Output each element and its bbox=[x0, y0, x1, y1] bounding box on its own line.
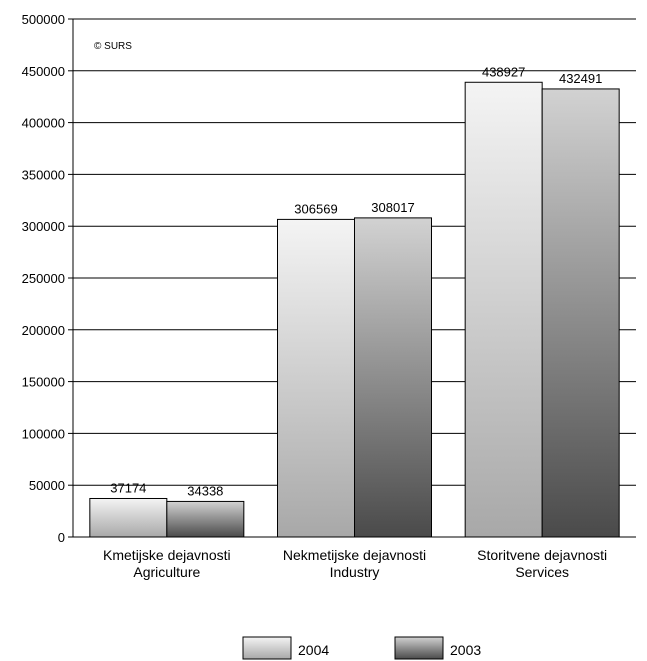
y-tick-label: 100000 bbox=[22, 426, 65, 441]
data-labels: 37174 34338 306569 308017 438927 432491 bbox=[110, 64, 602, 498]
bars bbox=[89, 81, 620, 538]
category-label: Storitvene dejavnosti bbox=[477, 547, 607, 563]
bar-2003-3 bbox=[541, 88, 620, 538]
data-label: 432491 bbox=[559, 71, 602, 86]
legend-label: 2004 bbox=[298, 642, 329, 658]
y-tick-label: 150000 bbox=[22, 375, 65, 390]
y-tick-label: 450000 bbox=[22, 64, 65, 79]
bar-2004-3 bbox=[464, 81, 543, 538]
y-tick-label: 0 bbox=[58, 530, 65, 545]
legend: 2004 2003 bbox=[242, 636, 481, 660]
data-label: 306569 bbox=[294, 201, 337, 216]
data-label: 308017 bbox=[371, 200, 414, 215]
y-tick-label: 300000 bbox=[22, 219, 65, 234]
y-tick-label: 400000 bbox=[22, 116, 65, 131]
data-label: 438927 bbox=[482, 64, 525, 79]
category-label: Nekmetijske dejavnosti bbox=[283, 547, 426, 563]
bar-2003-2 bbox=[354, 217, 432, 538]
bar-2003-1 bbox=[166, 500, 245, 538]
category-label: Services bbox=[515, 564, 569, 580]
source-note: © SURS bbox=[94, 41, 132, 52]
category-label: Kmetijske dejavnosti bbox=[103, 547, 231, 563]
legend-swatch-2004 bbox=[242, 636, 292, 660]
bar-2004-1 bbox=[89, 497, 168, 538]
y-tick-label: 500000 bbox=[22, 12, 65, 27]
y-tick-label: 350000 bbox=[22, 167, 65, 182]
data-label: 34338 bbox=[187, 483, 223, 498]
data-label: 37174 bbox=[110, 480, 146, 495]
bar-2004-2 bbox=[277, 218, 355, 538]
y-tick-label: 250000 bbox=[22, 271, 65, 286]
category-label: Industry bbox=[330, 564, 380, 580]
y-tick-label: 50000 bbox=[29, 478, 65, 493]
legend-label: 2003 bbox=[450, 642, 481, 658]
legend-swatch-2003 bbox=[394, 636, 444, 660]
y-tick-label: 200000 bbox=[22, 323, 65, 338]
category-label: Agriculture bbox=[133, 564, 200, 580]
